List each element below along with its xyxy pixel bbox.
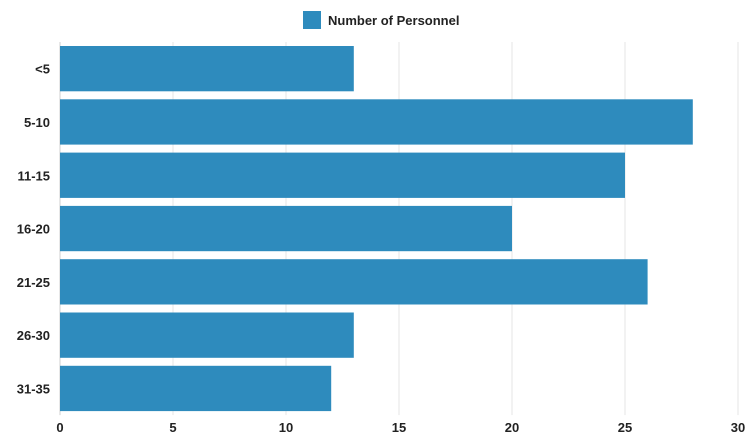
x-tick-label: 5 xyxy=(169,420,176,432)
bars xyxy=(60,46,693,412)
bar-5-10 xyxy=(60,99,693,145)
bar-21-25 xyxy=(60,259,648,305)
y-axis-labels: <5 5-10 11-15 16-20 21-25 26-30 31-35 xyxy=(17,62,50,397)
x-tick-label: 20 xyxy=(505,420,519,432)
bar-26-30 xyxy=(60,312,354,358)
y-tick-label: 26-30 xyxy=(17,328,50,343)
x-tick-label: 25 xyxy=(618,420,632,432)
legend-swatch xyxy=(303,11,321,29)
bar-11-15 xyxy=(60,152,625,198)
legend: Number of Personnel xyxy=(303,11,459,29)
bar-31-35 xyxy=(60,365,332,412)
bar-<5 xyxy=(60,46,354,92)
y-tick-label: 31-35 xyxy=(17,381,50,396)
x-tick-label: 0 xyxy=(56,420,63,432)
y-tick-label: 11-15 xyxy=(17,168,50,183)
x-axis-labels: 0 5 10 15 20 25 30 xyxy=(56,420,745,432)
y-tick-label: <5 xyxy=(35,62,50,77)
x-tick-label: 10 xyxy=(279,420,293,432)
bar-16-20 xyxy=(60,205,512,252)
legend-label: Number of Personnel xyxy=(328,13,459,28)
y-tick-label: 21-25 xyxy=(17,275,50,290)
x-tick-label: 30 xyxy=(731,420,745,432)
y-tick-label: 16-20 xyxy=(17,222,50,237)
x-tick-label: 15 xyxy=(392,420,406,432)
y-tick-label: 5-10 xyxy=(24,115,50,130)
